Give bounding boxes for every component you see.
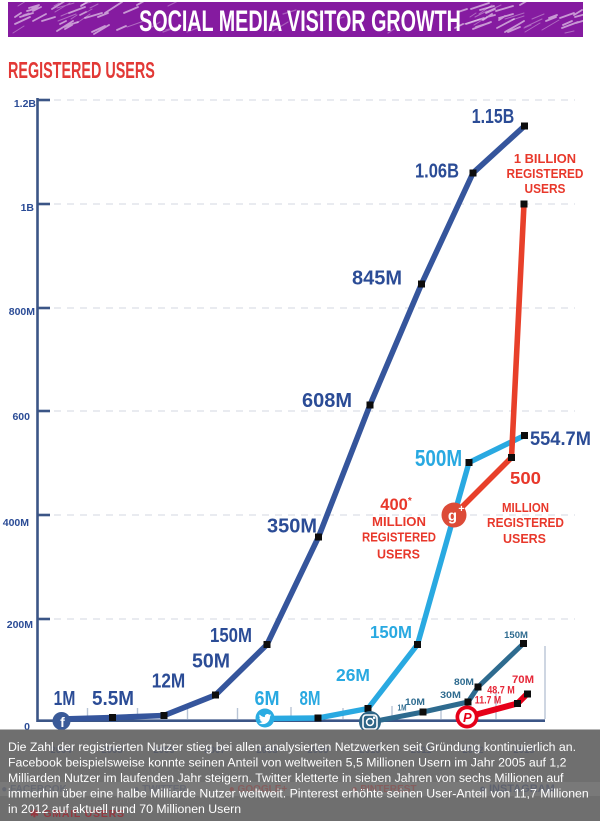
svg-text:2009: 2009 bbox=[307, 745, 328, 756]
svg-text:in 2012 auf aktuell rund 70 Mi: in 2012 auf aktuell rund 70 Millionen Us… bbox=[8, 802, 241, 816]
svg-text:USERS: USERS bbox=[525, 182, 566, 197]
svg-text:REGISTERED USERS: REGISTERED USERS bbox=[8, 59, 155, 84]
svg-text:150M: 150M bbox=[210, 624, 252, 647]
svg-text:● INSTAGRAM: ● INSTAGRAM bbox=[479, 783, 555, 795]
svg-text:SOCIAL MEDIA VISITOR GROWTH: SOCIAL MEDIA VISITOR GROWTH bbox=[139, 5, 461, 38]
svg-text:1.15B: 1.15B bbox=[472, 105, 514, 127]
svg-text:2007: 2007 bbox=[204, 745, 225, 756]
svg-text:2010: 2010 bbox=[359, 745, 380, 756]
svg-text:2013: 2013 bbox=[513, 745, 534, 756]
svg-text:1B: 1B bbox=[21, 202, 35, 214]
svg-text:5.5M: 5.5M bbox=[92, 688, 134, 711]
svg-text:2012: 2012 bbox=[462, 745, 483, 756]
svg-text:150M: 150M bbox=[370, 621, 412, 642]
svg-text:2004: 2004 bbox=[50, 745, 72, 756]
svg-text:500: 500 bbox=[510, 468, 541, 487]
svg-text:✱ GMAIL USERS: ✱ GMAIL USERS bbox=[30, 808, 125, 820]
svg-text:600: 600 bbox=[12, 411, 30, 423]
svg-text:400M: 400M bbox=[3, 517, 30, 529]
svg-text:2008: 2008 bbox=[256, 745, 277, 756]
svg-text:2011: 2011 bbox=[411, 745, 432, 756]
svg-text:70M: 70M bbox=[512, 674, 534, 686]
svg-text:50M: 50M bbox=[192, 650, 230, 672]
svg-text:500M: 500M bbox=[415, 446, 462, 471]
svg-text:REGISTERED: REGISTERED bbox=[487, 516, 564, 531]
svg-text:1M: 1M bbox=[398, 703, 407, 713]
svg-text:2005: 2005 bbox=[101, 745, 123, 756]
svg-text:1 BILLION: 1 BILLION bbox=[514, 151, 576, 166]
svg-text:immerhin über eine halbe Milli: immerhin über eine halbe Milliarde Nutze… bbox=[8, 787, 589, 801]
svg-text:● GOOGLE+: ● GOOGLE+ bbox=[229, 784, 288, 795]
svg-text:6M: 6M bbox=[255, 688, 280, 710]
svg-text:80M: 80M bbox=[454, 677, 474, 688]
svg-text:Facebook beispielsweise konnte: Facebook beispielsweise konnte seinen An… bbox=[8, 756, 567, 770]
svg-text:USERS: USERS bbox=[503, 531, 546, 546]
svg-text:REGISTERED: REGISTERED bbox=[362, 530, 436, 545]
svg-text:● TWITTER: ● TWITTER bbox=[133, 784, 187, 795]
svg-text:26M: 26M bbox=[336, 665, 370, 685]
svg-text:8M: 8M bbox=[300, 687, 321, 710]
svg-text:● PINTEREST: ● PINTEREST bbox=[352, 784, 417, 795]
svg-text:1.2B: 1.2B bbox=[14, 98, 37, 110]
svg-text:USERS: USERS bbox=[377, 546, 420, 561]
svg-text:● FACEBOOK: ● FACEBOOK bbox=[1, 784, 67, 795]
svg-text:2006: 2006 bbox=[153, 745, 174, 756]
svg-text:P: P bbox=[463, 710, 472, 725]
svg-text:Milliarden Nutzer im laufenden: Milliarden Nutzer im laufenden Jahr stei… bbox=[8, 771, 564, 785]
svg-text:1M: 1M bbox=[54, 687, 76, 709]
svg-text:608M: 608M bbox=[302, 390, 352, 412]
svg-text:12M: 12M bbox=[152, 669, 185, 692]
svg-text:150M: 150M bbox=[504, 630, 528, 641]
svg-text:MILLION: MILLION bbox=[502, 500, 549, 515]
svg-text:REGISTERED: REGISTERED bbox=[507, 167, 584, 182]
svg-text:400*: 400* bbox=[380, 496, 412, 514]
svg-text:g: g bbox=[448, 508, 457, 525]
svg-text:MILLION: MILLION bbox=[372, 514, 426, 529]
svg-text:800M: 800M bbox=[9, 306, 36, 318]
svg-text:f: f bbox=[60, 714, 65, 730]
svg-text:200M: 200M bbox=[7, 619, 34, 631]
svg-text:+: + bbox=[458, 503, 464, 515]
svg-text:10M: 10M bbox=[405, 697, 425, 708]
svg-text:30M: 30M bbox=[440, 691, 461, 701]
svg-text:845M: 845M bbox=[352, 268, 402, 290]
svg-text:Die Zahl der registrierten Nut: Die Zahl der registrierten Nutzer stieg … bbox=[8, 740, 576, 754]
svg-text:11.7 M: 11.7 M bbox=[475, 695, 501, 707]
svg-text:554.7M: 554.7M bbox=[530, 428, 591, 449]
svg-text:350M: 350M bbox=[267, 516, 317, 538]
svg-text:0: 0 bbox=[24, 721, 30, 733]
svg-text:48.7 M: 48.7 M bbox=[487, 685, 515, 697]
svg-text:1.06B: 1.06B bbox=[415, 159, 459, 182]
